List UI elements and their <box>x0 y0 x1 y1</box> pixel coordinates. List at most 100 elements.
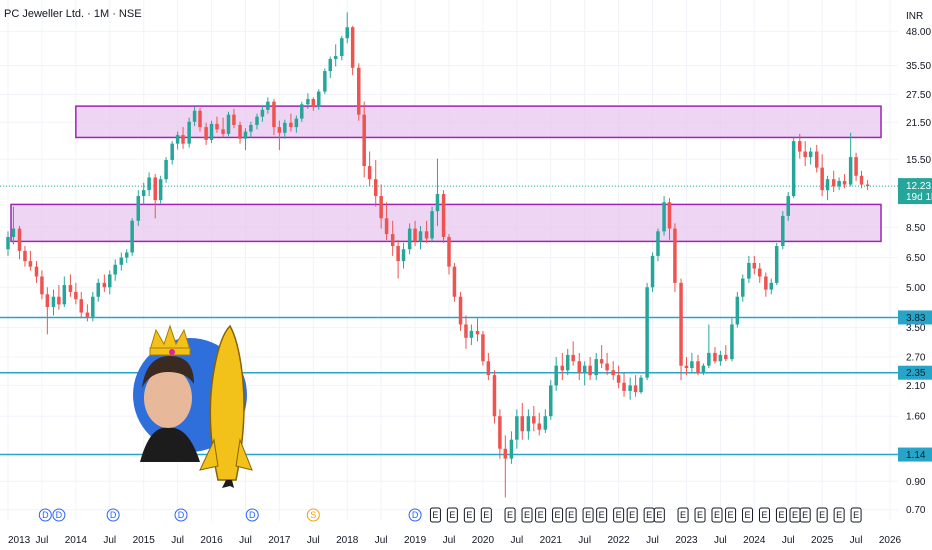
candle-up <box>108 270 112 295</box>
candle-up <box>113 259 117 281</box>
earnings-marker-letter: E <box>728 510 734 520</box>
candle-body <box>452 266 457 297</box>
time-tick-label: Jul <box>646 535 659 546</box>
candle-down <box>396 239 400 279</box>
candle-body <box>260 109 265 117</box>
time-axis: 2013 Jul 2014 Jul 2015 Jul 2016 Jul 2017 Jul 2018 J… <box>8 535 902 546</box>
candle-down <box>684 356 689 376</box>
earnings-event-icon: E <box>775 507 787 523</box>
sticker-hair <box>142 356 194 388</box>
time-tick-label: Jul <box>36 535 49 546</box>
price-tick-label: 21.50 <box>906 118 931 129</box>
earnings-marker <box>758 507 770 523</box>
candle-up <box>316 89 321 110</box>
earnings-marker-letter: E <box>449 510 455 520</box>
candle-body <box>113 264 117 275</box>
candle-body <box>401 249 406 262</box>
candle-body <box>379 196 383 219</box>
candle-down <box>679 278 683 381</box>
candle-body <box>565 354 570 371</box>
candle-up <box>730 318 734 362</box>
time-tick-label: Jul <box>103 535 116 546</box>
time-tick-label: Jul <box>171 535 184 546</box>
candle-body <box>249 124 253 132</box>
earnings-marker <box>504 507 516 523</box>
candle-body <box>537 423 541 430</box>
candle-down <box>198 107 202 132</box>
last-price-badge <box>898 178 932 205</box>
candle-up <box>124 249 129 263</box>
price-axis: 48.00 35.50 27.50 21.50 15.50 8.50 6.50 5.00 3.5… <box>898 27 932 516</box>
candle-body <box>277 127 282 133</box>
candle-body <box>656 231 660 256</box>
candle-up <box>294 115 299 133</box>
dividend-event-icon: D <box>106 508 120 522</box>
candle-body <box>45 294 50 308</box>
candle-body <box>79 299 84 313</box>
candle-body <box>96 282 100 297</box>
candle-down <box>481 330 485 366</box>
candle-down <box>859 170 864 189</box>
candle-down <box>611 361 615 381</box>
earnings-marker <box>446 507 458 523</box>
earnings-marker-letter: E <box>836 510 842 520</box>
candles <box>6 12 870 498</box>
candle-up <box>509 431 514 464</box>
earnings-marker-letter: E <box>629 510 635 520</box>
candle-body <box>294 118 299 128</box>
earnings-marker <box>535 507 547 523</box>
candle-body <box>333 56 338 60</box>
candle-down <box>40 270 44 300</box>
candle-down <box>532 406 536 432</box>
support-price-label: 1.14 <box>906 450 926 461</box>
earnings-event-icon: E <box>552 507 564 523</box>
candle-down <box>764 272 768 297</box>
earnings-marker <box>775 507 787 523</box>
candle-up <box>526 409 531 440</box>
candle-down <box>667 198 672 240</box>
candle-body <box>859 175 864 185</box>
earnings-event-icon: E <box>725 507 737 523</box>
candle-body <box>136 196 141 221</box>
candle-body <box>119 257 124 265</box>
candle-up <box>164 157 168 183</box>
candle-body <box>306 99 310 105</box>
candle-up <box>62 276 67 308</box>
price-tick-label: 2.70 <box>906 352 926 363</box>
candle-body <box>390 234 395 247</box>
candle-up <box>639 375 643 394</box>
candle-body <box>622 382 626 391</box>
candle-down <box>820 154 824 197</box>
candle-down <box>633 375 638 397</box>
candle-body <box>757 268 762 277</box>
candle-body <box>774 246 779 283</box>
candle-body <box>435 194 440 212</box>
candle-down <box>379 184 383 229</box>
candle-down <box>413 220 417 247</box>
candle-up <box>650 252 655 292</box>
price-tick-label: 6.50 <box>906 253 926 264</box>
candle-down <box>57 285 61 310</box>
candle-body <box>23 250 27 262</box>
candle-up <box>718 350 723 366</box>
candle-body <box>549 385 553 417</box>
earnings-marker <box>582 507 594 523</box>
candle-body <box>486 361 491 376</box>
candle-down <box>362 101 366 178</box>
candle-body <box>599 359 604 364</box>
candle-down <box>311 97 316 111</box>
candle-up <box>469 324 474 346</box>
candle-down <box>588 356 592 381</box>
candle-down <box>814 144 819 173</box>
candle-up <box>255 113 259 130</box>
earnings-event-icon: E <box>613 507 625 523</box>
earnings-marker <box>694 507 706 523</box>
candle-up <box>435 158 440 226</box>
earnings-event-icon: E <box>504 507 516 523</box>
candle-body <box>102 282 107 288</box>
candle-body <box>577 361 582 373</box>
candle-body <box>724 354 728 360</box>
earnings-marker-letter: E <box>680 510 686 520</box>
candle-body <box>769 282 774 290</box>
